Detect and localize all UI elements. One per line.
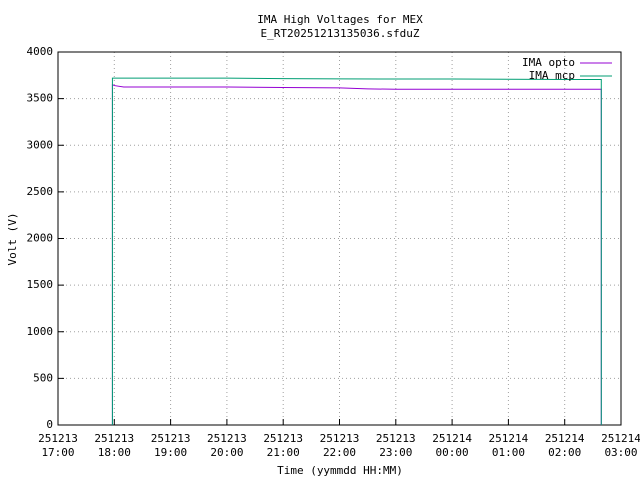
chart-subtitle: E_RT20251213135036.sfduZ	[261, 27, 420, 40]
data-line	[111, 77, 602, 425]
x-tick-label: 251213 23:00	[376, 432, 416, 459]
y-tick-label: 4000	[27, 45, 54, 58]
y-tick-label: 500	[33, 371, 53, 384]
x-tick-label: 251213 22:00	[320, 432, 360, 459]
y-axis-label: Volt (V)	[6, 213, 19, 266]
x-tick-label: 251214 02:00	[545, 432, 585, 459]
y-tick-label: 1500	[27, 278, 54, 291]
y-tick-label: 0	[46, 418, 53, 431]
data-line	[111, 83, 602, 425]
y-tick-label: 2000	[27, 232, 54, 245]
x-tick-label: 251213 19:00	[151, 432, 191, 459]
x-tick-label: 251213 21:00	[263, 432, 303, 459]
x-tick-label: 251213 20:00	[207, 432, 247, 459]
y-tick-label: 1000	[27, 325, 54, 338]
chart-title: IMA High Voltages for MEX	[257, 13, 423, 26]
x-tick-label: 251214 01:00	[489, 432, 529, 459]
legend-label: IMA opto	[522, 56, 575, 69]
x-axis-label: Time (yymmdd HH:MM)	[277, 464, 403, 477]
legend-label: IMA mcp	[529, 69, 575, 82]
x-tick-label: 251214 03:00	[601, 432, 640, 459]
y-tick-label: 3500	[27, 92, 54, 105]
x-tick-label: 251214 00:00	[432, 432, 472, 459]
x-tick-label: 251213 17:00	[38, 432, 78, 459]
x-tick-label: 251213 18:00	[94, 432, 134, 459]
y-tick-label: 3000	[27, 138, 54, 151]
plot-border	[57, 51, 622, 426]
y-tick-label: 2500	[27, 185, 54, 198]
